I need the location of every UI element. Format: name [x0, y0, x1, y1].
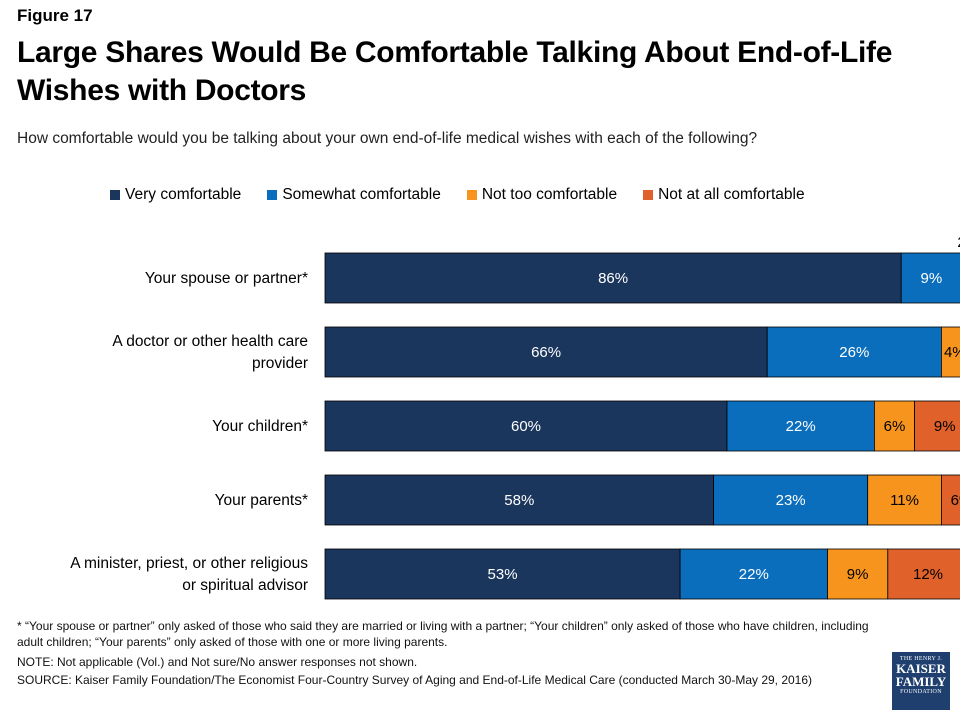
data-label-somewhat: 26%	[839, 344, 869, 361]
stacked-bar-chart: Your spouse or partner*86%9%2%2%A doctor…	[70, 234, 960, 600]
data-label-somewhat: 22%	[786, 418, 816, 435]
legend-item-not-at-all: Not at all comfortable	[643, 186, 805, 204]
bar-segment-not_too	[827, 548, 889, 600]
bar-segment-very	[324, 400, 728, 452]
logo-line1: THE HENRY J.	[899, 656, 943, 662]
legend-item-not-too: Not too comfortable	[466, 186, 618, 204]
bar-segment-not_too	[867, 474, 942, 526]
category-label: Your parents*	[215, 492, 308, 509]
category-label: A minister, priest, or other religious	[70, 555, 308, 572]
bar-segment-very	[324, 474, 715, 526]
legend-swatch-very	[110, 190, 120, 200]
category-label: A doctor or other health care	[112, 333, 308, 350]
data-label-not_too: 11%	[890, 492, 919, 509]
chart-title: Large Shares Would Be Comfortable Talkin…	[17, 36, 893, 107]
bar-segment-very	[324, 252, 902, 304]
logo-line2: KAISER	[896, 661, 946, 676]
data-label-not_too: 6%	[884, 418, 906, 435]
logo-line4: FOUNDATION	[900, 689, 942, 695]
category-label: Your spouse or partner*	[145, 270, 308, 287]
data-label-somewhat: 23%	[776, 492, 806, 509]
bar-segment-very	[324, 548, 681, 600]
note: NOTE: Not applicable (Vol.) and Not sure…	[17, 655, 418, 669]
legend-label-somewhat: Somewhat comfortable	[282, 186, 441, 203]
data-label-not_too: 2%	[957, 234, 960, 251]
bar-segment-very	[324, 326, 768, 378]
data-label-very: 60%	[511, 418, 541, 435]
bar-segment-somewhat	[726, 400, 875, 452]
data-label-not_at_all: 6%	[951, 492, 960, 509]
legend-item-very: Very comfortable	[110, 186, 241, 204]
data-label-somewhat: 22%	[739, 566, 769, 583]
data-label-very: 86%	[598, 270, 628, 287]
footnote: * “Your spouse or partner” only asked of…	[17, 619, 869, 649]
data-label-not_at_all: 12%	[913, 566, 943, 583]
data-label-somewhat: 9%	[921, 270, 943, 287]
kff-logo: THE HENRY J. KAISER FAMILY FOUNDATION	[892, 652, 950, 710]
bar-segment-not_at_all	[941, 474, 960, 526]
legend-swatch-not-at-all	[643, 190, 654, 200]
legend-label-not-too: Not too comfortable	[481, 186, 618, 203]
legend-label-very: Very comfortable	[125, 186, 242, 203]
data-label-very: 66%	[531, 344, 561, 361]
bar-segment-somewhat	[679, 548, 828, 600]
data-label-very: 58%	[504, 492, 534, 509]
data-label-not_too: 9%	[847, 566, 869, 583]
chart-legend: Very comfortable Somewhat comfortable No…	[110, 186, 831, 204]
category-label: Your children*	[212, 418, 308, 435]
bar-segment-not_too	[941, 326, 960, 378]
data-label-not_too: 4%	[944, 344, 960, 361]
bar-segment-not_at_all	[914, 400, 960, 452]
legend-label-not-at-all: Not at all comfortable	[658, 186, 805, 203]
category-label: or spiritual advisor	[182, 577, 308, 594]
data-label-very: 53%	[488, 566, 518, 583]
source: SOURCE: Kaiser Family Foundation/The Eco…	[17, 673, 813, 687]
legend-swatch-somewhat	[267, 190, 278, 200]
category-label: provider	[252, 355, 308, 372]
bar-segment-somewhat	[766, 326, 942, 378]
bar-segment-somewhat	[713, 474, 869, 526]
logo-line3: FAMILY	[895, 674, 947, 689]
chart-subtitle: How comfortable would you be talking abo…	[17, 130, 758, 147]
legend-item-somewhat: Somewhat comfortable	[267, 186, 441, 204]
data-label-not_at_all: 9%	[934, 418, 956, 435]
bar-segment-somewhat	[900, 252, 960, 304]
bar-segment-not_at_all	[887, 548, 960, 600]
legend-swatch-not-too	[466, 190, 477, 200]
figure-label: Figure 17	[17, 6, 93, 25]
